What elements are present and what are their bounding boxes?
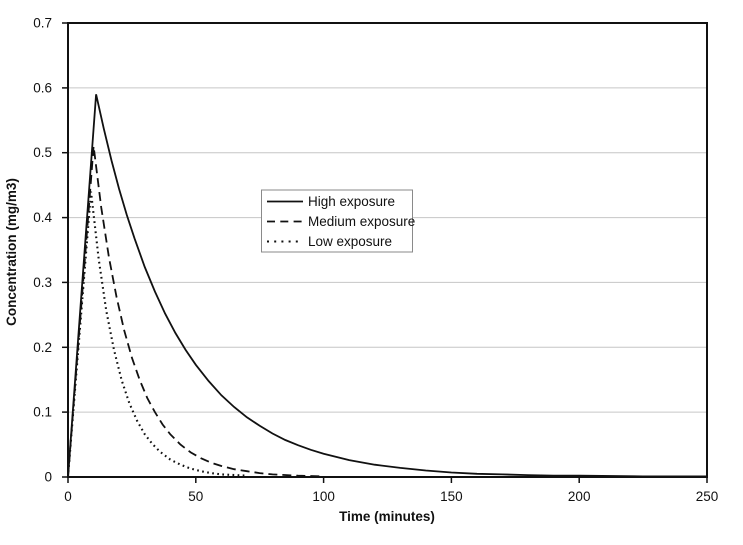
x-axis-ticks [67,477,708,483]
x-tick-label-50: 50 [188,489,203,504]
y-tick-label-0: 0 [44,470,52,485]
y-tick-label-0-2: 0.2 [33,340,52,355]
legend-label-high: High exposure [308,194,395,209]
x-tick-label-150: 150 [440,489,463,504]
x-axis-labels: 0 50 100 150 200 250 [64,489,718,504]
legend-label-medium: Medium exposure [308,214,415,229]
x-axis-title: Time (minutes) [339,509,435,524]
plot-frame [67,22,708,478]
legend-label-low: Low exposure [308,234,392,249]
y-tick-label-0-7: 0.7 [33,16,52,31]
medium-exposure-line [67,146,324,478]
y-tick-label-0-5: 0.5 [33,145,52,160]
y-tick-label-0-1: 0.1 [33,405,52,420]
y-tick-label-0-6: 0.6 [33,80,52,95]
y-axis-labels: 0.7 0.6 0.5 0.4 0.3 0.2 0.1 0 [33,16,52,485]
x-tick-label-100: 100 [312,489,335,504]
y-axis-title: Concentration (mg/m3) [4,178,19,326]
low-exposure-line [66,191,247,478]
x-tick-label-200: 200 [568,489,591,504]
high-exposure-line [67,94,707,478]
y-tick-label-0-3: 0.3 [33,275,52,290]
legend: High exposure Medium exposure Low exposu… [261,189,415,253]
x-tick-label-0: 0 [64,489,72,504]
y-tick-label-0-4: 0.4 [33,210,52,225]
y-axis-ticks [62,22,68,478]
x-tick-label-250: 250 [696,489,719,504]
